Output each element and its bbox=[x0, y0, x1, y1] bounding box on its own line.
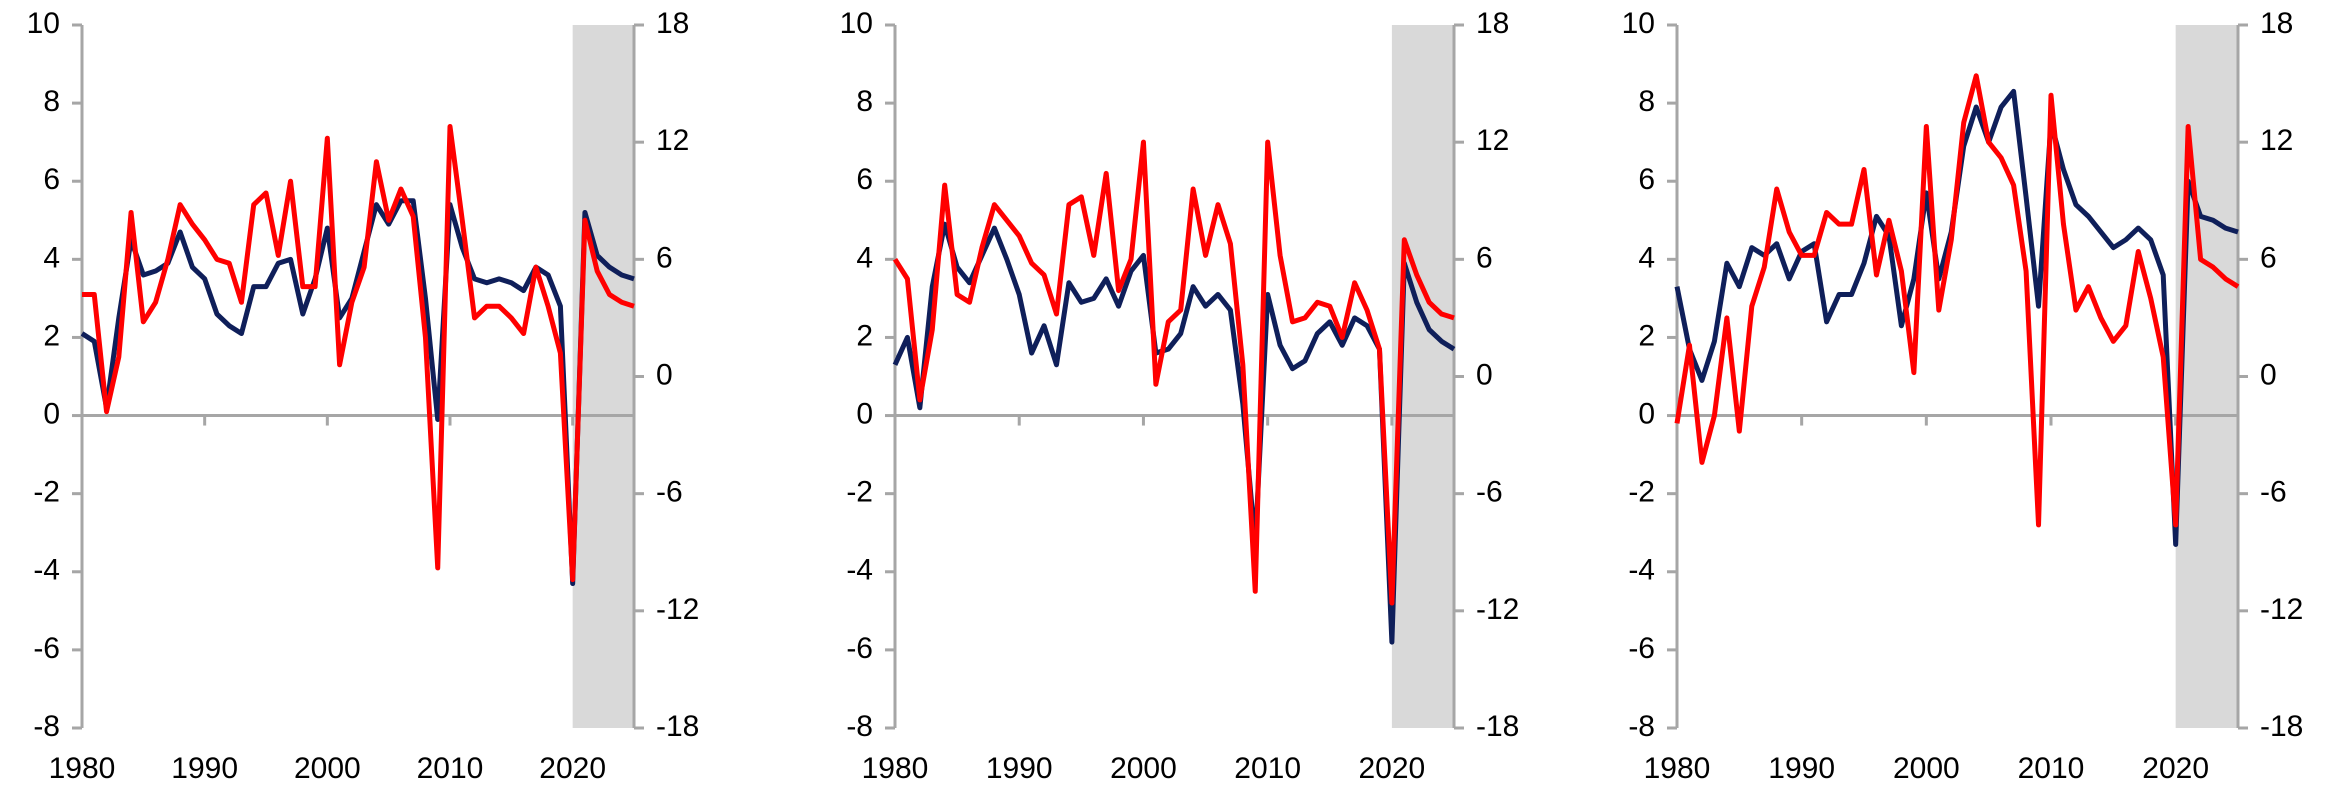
chart-panel: -8 -6 -4 -2 0 2 4 6 8 10 -18 -12 -6 0 6 12 18 1980 1990 200… bbox=[27, 7, 700, 785]
y-tick-label: -6 bbox=[33, 632, 60, 665]
y2-tick-label: -12 bbox=[1476, 593, 1519, 626]
y-tick-label: 4 bbox=[1638, 241, 1655, 274]
y-tick-label: -4 bbox=[33, 554, 60, 587]
y-tick-label: -4 bbox=[1628, 554, 1655, 587]
y-tick-label: 2 bbox=[43, 319, 60, 352]
y-tick-label: 2 bbox=[856, 319, 873, 352]
y-tick-label: -2 bbox=[1628, 476, 1655, 509]
y-tick-label: -8 bbox=[33, 710, 60, 743]
y-tick-label: -4 bbox=[846, 554, 873, 587]
y-tick-label: 6 bbox=[856, 163, 873, 196]
chart-panel: -8 -6 -4 -2 0 2 4 6 8 10 -18 -12 -6 0 6 12 18 1980 1990 200… bbox=[840, 7, 1520, 785]
y-tick-label: -6 bbox=[1628, 632, 1655, 665]
y-tick-label: -2 bbox=[33, 476, 60, 509]
y2-tick-label: -6 bbox=[656, 476, 683, 509]
y-tick-label: 0 bbox=[43, 397, 60, 430]
y2-tick-label: 0 bbox=[656, 358, 673, 391]
y-tick-label: 0 bbox=[1638, 397, 1655, 430]
y2-tick-label: 12 bbox=[2260, 124, 2293, 157]
x-tick-label: 1980 bbox=[49, 752, 116, 785]
y2-tick-label: 18 bbox=[2260, 7, 2293, 40]
forecast-shade bbox=[2175, 25, 2238, 728]
y2-tick-label: 6 bbox=[1476, 241, 1493, 274]
x-tick-label: 2020 bbox=[1359, 752, 1426, 785]
y2-tick-label: 18 bbox=[1476, 7, 1509, 40]
data-line bbox=[892, 221, 1456, 645]
y2-tick-label: 0 bbox=[2260, 358, 2277, 391]
y2-tick-label: 12 bbox=[1476, 124, 1509, 157]
y2-tick-label: -12 bbox=[656, 593, 699, 626]
y2-tick-label: -6 bbox=[1476, 476, 1503, 509]
x-tick-label: 2000 bbox=[1893, 752, 1960, 785]
x-tick-label: 1990 bbox=[1768, 752, 1835, 785]
y-tick-label: 10 bbox=[27, 7, 60, 40]
y2-tick-label: -18 bbox=[2260, 710, 2303, 743]
y2-tick-label: -12 bbox=[2260, 593, 2303, 626]
x-tick-label: 1980 bbox=[862, 752, 929, 785]
y2-tick-label: -6 bbox=[2260, 476, 2287, 509]
y-tick-label: 10 bbox=[1622, 7, 1655, 40]
y2-tick-label: 18 bbox=[656, 7, 689, 40]
y2-tick-label: 12 bbox=[656, 124, 689, 157]
y-tick-label: 8 bbox=[43, 85, 60, 118]
y2-tick-label: -18 bbox=[656, 710, 699, 743]
y-tick-label: -2 bbox=[846, 476, 873, 509]
y-tick-label: 2 bbox=[1638, 319, 1655, 352]
x-tick-label: 2010 bbox=[2018, 752, 2085, 785]
data-line bbox=[82, 124, 635, 583]
y2-tick-label: 6 bbox=[2260, 241, 2277, 274]
x-tick-label: 1980 bbox=[1644, 752, 1711, 785]
x-tick-label: 2000 bbox=[1110, 752, 1177, 785]
y-tick-label: 6 bbox=[1638, 163, 1655, 196]
x-tick-label: 2000 bbox=[294, 752, 361, 785]
x-tick-label: 2010 bbox=[1234, 752, 1301, 785]
x-tick-label: 1990 bbox=[171, 752, 238, 785]
y-tick-label: -8 bbox=[846, 710, 873, 743]
y-tick-label: 8 bbox=[1638, 85, 1655, 118]
y2-tick-label: -18 bbox=[1476, 710, 1519, 743]
y-tick-label: 6 bbox=[43, 163, 60, 196]
y-tick-label: 8 bbox=[856, 85, 873, 118]
data-line bbox=[892, 139, 1455, 606]
y-tick-label: 4 bbox=[43, 241, 60, 274]
chart-panel: -8 -6 -4 -2 0 2 4 6 8 10 -18 -12 -6 0 6 12 18 1980 1990 200… bbox=[1622, 7, 2304, 785]
x-tick-label: 2020 bbox=[539, 752, 606, 785]
y-tick-label: 4 bbox=[856, 241, 873, 274]
x-tick-label: 1990 bbox=[986, 752, 1053, 785]
data-line bbox=[1674, 73, 2240, 528]
y2-tick-label: 0 bbox=[1476, 358, 1493, 391]
y-tick-label: 10 bbox=[840, 7, 873, 40]
x-tick-label: 2010 bbox=[417, 752, 484, 785]
y2-tick-label: 6 bbox=[656, 241, 673, 274]
y-tick-label: -8 bbox=[1628, 710, 1655, 743]
data-line bbox=[80, 198, 635, 586]
forecast-shade bbox=[572, 25, 634, 728]
y-tick-label: 0 bbox=[856, 397, 873, 430]
y-tick-label: -6 bbox=[846, 632, 873, 665]
x-tick-label: 2020 bbox=[2142, 752, 2209, 785]
